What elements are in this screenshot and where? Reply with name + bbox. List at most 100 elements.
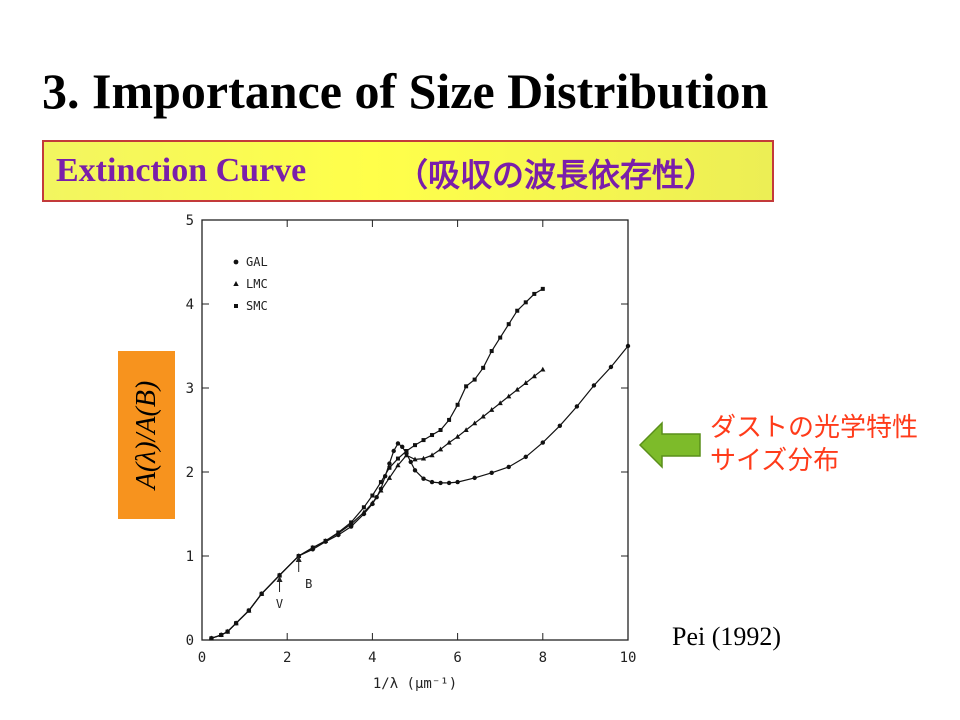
data-point-lmc (472, 420, 478, 426)
data-point-lmc (412, 456, 418, 462)
data-point-gal (387, 461, 392, 466)
data-point-gal (506, 464, 511, 470)
data-point-smc (413, 443, 417, 448)
data-point-gal (412, 468, 418, 473)
data-point-smc (361, 505, 366, 510)
data-point-smc (481, 365, 486, 370)
band-marker-arrowhead (295, 556, 302, 562)
subtitle-banner: Extinction Curve （吸収の波長依存性） (42, 140, 774, 202)
data-point-gal (591, 383, 597, 388)
data-point-smc (259, 591, 264, 596)
x-tick-label: 10 (620, 650, 637, 666)
data-point-gal (625, 343, 631, 349)
data-point-gal (523, 454, 528, 460)
data-point-lmc (480, 413, 486, 419)
data-point-gal (557, 423, 563, 428)
data-point-lmc (437, 446, 444, 452)
annotation-line-1: ダストの光学特性 (710, 413, 919, 443)
data-point-lmc (446, 439, 452, 445)
data-point-smc (523, 300, 528, 305)
source-credit: Pei (1992) (672, 622, 782, 651)
data-point-lmc (540, 366, 546, 372)
data-point-smc (430, 433, 435, 438)
data-point-smc (404, 449, 409, 453)
data-point-gal (429, 479, 435, 485)
data-point-lmc (429, 452, 435, 458)
x-tick-label: 0 (198, 650, 206, 666)
data-point-gal (395, 441, 401, 446)
data-point-smc (225, 629, 230, 634)
data-point-smc (336, 530, 341, 535)
y-tick-label: 4 (186, 297, 194, 313)
data-point-lmc (531, 373, 537, 379)
data-point-smc (246, 608, 251, 613)
data-point-smc (515, 308, 520, 313)
data-point-smc (472, 377, 477, 382)
plot-frame (201, 219, 629, 641)
data-point-smc (464, 384, 469, 389)
data-point-lmc (523, 380, 529, 385)
data-point-smc (378, 480, 383, 485)
data-point-lmc (386, 475, 393, 480)
data-point-smc (395, 456, 400, 461)
data-point-lmc (514, 386, 520, 392)
data-point-smc (323, 538, 328, 543)
data-point-smc (506, 322, 511, 327)
slide-title: 3. Importance of Size Distribution (42, 63, 769, 119)
legend-marker (233, 259, 239, 265)
data-point-lmc (361, 509, 367, 515)
y-axis-badge-label: A(λ)/A(B) (130, 380, 162, 490)
band-marker-label: B (305, 577, 312, 591)
band-marker-label: V (276, 597, 283, 611)
extinction-curve-chart: 0 2 4 6 8 10 0 1 2 3 4 5 1/λ (μm⁻¹) GAL LMC SMC V B (186, 213, 637, 692)
data-point-lmc (403, 452, 410, 458)
x-axis-label: 1/λ (μm⁻¹) (373, 676, 457, 692)
data-point-gal (608, 364, 614, 370)
data-point-smc (438, 428, 443, 432)
data-point-smc (532, 291, 537, 296)
data-point-smc (234, 621, 239, 626)
subtitle-japanese: （吸収の波長依存性） (396, 156, 717, 194)
data-point-gal (455, 479, 460, 485)
data-point-smc (489, 349, 494, 354)
y-tick-label: 0 (186, 633, 194, 649)
x-tick-label: 4 (368, 650, 376, 666)
data-point-smc (277, 573, 282, 578)
data-point-smc (540, 286, 545, 291)
data-point-lmc (489, 407, 495, 412)
y-tick-label: 2 (186, 465, 194, 481)
data-point-gal (540, 440, 545, 445)
data-point-gal (421, 476, 426, 481)
data-point-gal (446, 480, 452, 486)
x-tick-label: 6 (453, 650, 461, 666)
subtitle-english: Extinction Curve (56, 152, 307, 189)
data-point-lmc (455, 433, 461, 439)
data-point-gal (574, 404, 580, 409)
data-point-lmc (497, 400, 503, 406)
annotation: ダストの光学特性 サイズ分布 (710, 412, 918, 478)
y-tick-label: 3 (186, 381, 194, 397)
data-point-smc (219, 632, 224, 637)
band-marker-arrowhead (276, 576, 283, 582)
legend-marker (233, 281, 239, 286)
y-tick-label: 1 (186, 549, 194, 565)
data-point-smc (447, 417, 452, 422)
data-point-lmc (463, 427, 469, 432)
data-point-lmc (395, 462, 401, 468)
legend-marker (234, 304, 238, 308)
data-point-lmc (369, 500, 375, 506)
legend-label: SMC (246, 299, 268, 313)
left-arrow-icon (638, 421, 701, 469)
x-tick-label: 2 (283, 650, 291, 666)
y-tick-label: 5 (186, 213, 194, 229)
data-point-smc (349, 520, 354, 525)
data-point-gal (408, 459, 413, 465)
series-line-gal (211, 345, 629, 639)
data-point-smc (370, 493, 375, 498)
legend-label: LMC (246, 277, 268, 291)
data-point-smc (310, 545, 315, 550)
series-line-smc (211, 288, 544, 639)
data-point-smc (498, 335, 503, 340)
data-point-gal (400, 444, 405, 449)
data-point-lmc (506, 393, 512, 399)
